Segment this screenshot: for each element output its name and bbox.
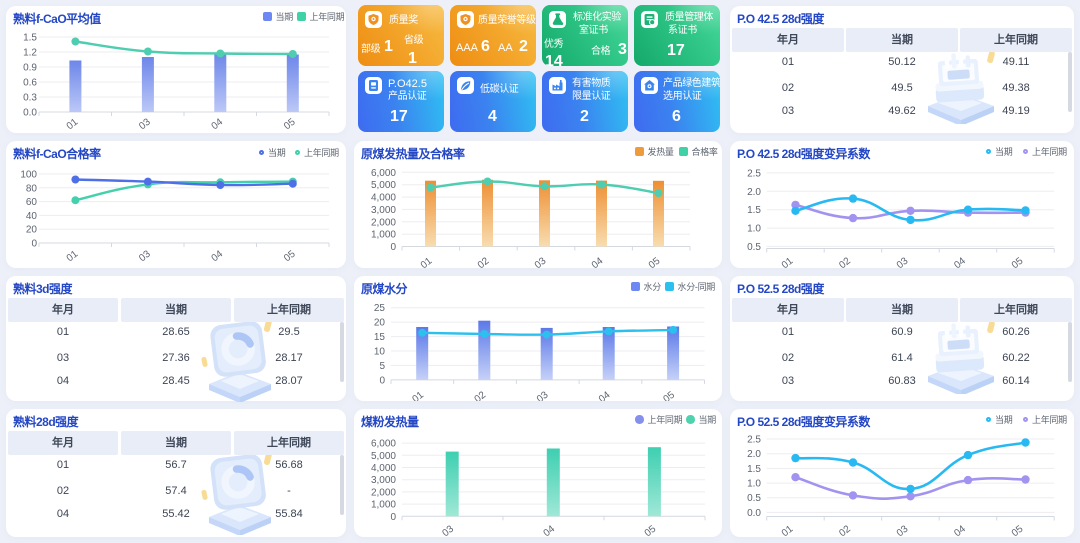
svg-text:04: 04 — [210, 248, 226, 264]
svg-text:04: 04 — [542, 523, 558, 537]
svg-text:3,000: 3,000 — [371, 205, 396, 216]
svg-text:5: 5 — [379, 361, 385, 372]
svg-text:80: 80 — [26, 183, 38, 194]
svg-text:04: 04 — [952, 523, 968, 537]
svg-text:01: 01 — [780, 523, 796, 537]
svg-text:6,000: 6,000 — [371, 439, 396, 450]
svg-text:05: 05 — [647, 255, 663, 268]
svg-text:5,000: 5,000 — [371, 451, 396, 462]
svg-text:25: 25 — [374, 303, 386, 314]
svg-text:04: 04 — [210, 116, 226, 132]
svg-text:01: 01 — [65, 248, 81, 264]
svg-text:10: 10 — [374, 347, 386, 358]
svg-text:1.5: 1.5 — [747, 205, 761, 216]
svg-text:02: 02 — [837, 255, 853, 268]
svg-text:0.9: 0.9 — [23, 63, 37, 74]
svg-text:0: 0 — [390, 512, 396, 523]
svg-text:03: 03 — [533, 255, 549, 268]
svg-text:0.0: 0.0 — [23, 108, 37, 119]
svg-text:2.0: 2.0 — [747, 187, 761, 198]
svg-text:02: 02 — [473, 389, 489, 401]
svg-text:01: 01 — [65, 116, 81, 132]
svg-text:0: 0 — [390, 242, 396, 253]
svg-text:0.5: 0.5 — [747, 493, 761, 504]
svg-text:03: 03 — [895, 255, 911, 268]
svg-text:05: 05 — [1010, 523, 1026, 537]
svg-text:03: 03 — [895, 523, 911, 537]
svg-text:0.3: 0.3 — [23, 93, 37, 104]
svg-text:04: 04 — [597, 389, 613, 401]
svg-text:4,000: 4,000 — [371, 463, 396, 474]
svg-text:03: 03 — [441, 523, 457, 537]
svg-text:1.2: 1.2 — [23, 48, 37, 59]
svg-text:3,000: 3,000 — [371, 475, 396, 486]
svg-text:0: 0 — [379, 375, 385, 386]
svg-text:2.5: 2.5 — [747, 168, 761, 179]
svg-text:6,000: 6,000 — [371, 168, 396, 179]
svg-text:4,000: 4,000 — [371, 193, 396, 204]
svg-text:01: 01 — [419, 255, 435, 268]
svg-text:05: 05 — [282, 248, 298, 264]
svg-text:1.5: 1.5 — [23, 33, 37, 44]
svg-text:1.5: 1.5 — [747, 464, 761, 475]
svg-text:0.0: 0.0 — [747, 508, 761, 519]
svg-text:20: 20 — [26, 225, 38, 236]
svg-text:1.0: 1.0 — [747, 479, 761, 490]
svg-text:0.6: 0.6 — [23, 78, 37, 89]
svg-text:20: 20 — [374, 318, 386, 329]
svg-text:01: 01 — [411, 389, 427, 401]
svg-text:1,000: 1,000 — [371, 500, 396, 511]
svg-text:02: 02 — [476, 255, 492, 268]
svg-text:1.0: 1.0 — [747, 224, 761, 235]
svg-text:0.5: 0.5 — [747, 242, 761, 253]
svg-text:05: 05 — [661, 389, 677, 401]
svg-text:100: 100 — [20, 170, 37, 181]
svg-text:2,000: 2,000 — [371, 217, 396, 228]
svg-text:2,000: 2,000 — [371, 487, 396, 498]
svg-text:05: 05 — [643, 523, 659, 537]
svg-text:03: 03 — [137, 248, 153, 264]
svg-text:40: 40 — [26, 211, 38, 222]
svg-text:03: 03 — [535, 389, 551, 401]
svg-text:2.0: 2.0 — [747, 449, 761, 460]
svg-text:05: 05 — [1010, 255, 1026, 268]
svg-text:2.5: 2.5 — [747, 435, 761, 446]
svg-text:60: 60 — [26, 197, 38, 208]
svg-text:02: 02 — [837, 523, 853, 537]
svg-text:04: 04 — [590, 255, 606, 268]
svg-text:1,000: 1,000 — [371, 230, 396, 241]
svg-text:0: 0 — [31, 239, 37, 250]
svg-text:03: 03 — [137, 116, 153, 132]
svg-text:15: 15 — [374, 332, 386, 343]
svg-text:05: 05 — [282, 116, 298, 132]
svg-text:01: 01 — [780, 255, 796, 268]
svg-text:5,000: 5,000 — [371, 180, 396, 191]
svg-text:04: 04 — [952, 255, 968, 268]
